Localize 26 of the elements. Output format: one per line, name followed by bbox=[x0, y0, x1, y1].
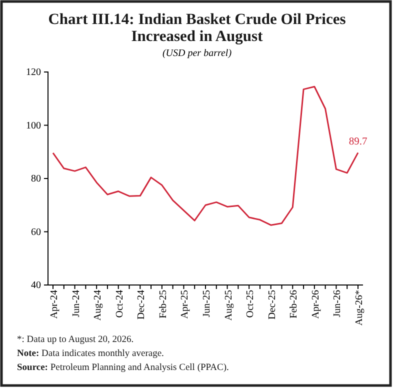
chart-title: Chart III.14: Indian Basket Crude Oil Prices Increased in August bbox=[48, 11, 346, 45]
x-tick-label: Feb-26 bbox=[288, 290, 300, 318]
data-label: 89.7 bbox=[348, 136, 368, 148]
text: *: Data up to August 20, 2026. bbox=[17, 335, 134, 345]
x-tick-label: Jun-26 bbox=[332, 290, 344, 318]
x-tick-label: Aug-25 bbox=[223, 290, 234, 321]
y-tick-label: 60 bbox=[31, 226, 41, 238]
x-tick-label: Jun-25 bbox=[202, 290, 212, 318]
y-tick-label: 40 bbox=[31, 280, 41, 292]
chart-subtitle: (USD per barrel) bbox=[162, 48, 232, 59]
x-tick-label: Apr-26 bbox=[310, 290, 322, 319]
x-tick-label: Aug-24 bbox=[92, 290, 104, 321]
y-tick-label: 120 bbox=[26, 67, 41, 78]
x-tick-label: Feb-25 bbox=[158, 290, 169, 318]
x-tick-label: Dec-24 bbox=[136, 290, 148, 320]
source-note: Source: Petroleum Planning and Analysis Cell (PPAC). bbox=[17, 363, 229, 373]
x-tick-label: Jun-24 bbox=[70, 290, 82, 318]
x-tick-label: Apr-24 bbox=[49, 290, 60, 319]
x-tick-label: Oct-24 bbox=[114, 290, 126, 318]
x-tick-label: Dec-25 bbox=[266, 290, 278, 320]
x-tick-label: Oct-25 bbox=[245, 290, 256, 318]
text: Note: Data indicates monthly average. bbox=[17, 349, 164, 359]
y-tick-label: 100 bbox=[26, 120, 41, 132]
x-tick-label: Apr-25 bbox=[180, 290, 191, 319]
y-tick-label: 80 bbox=[31, 174, 41, 185]
x-tick-label: Aug-26* bbox=[354, 290, 365, 326]
